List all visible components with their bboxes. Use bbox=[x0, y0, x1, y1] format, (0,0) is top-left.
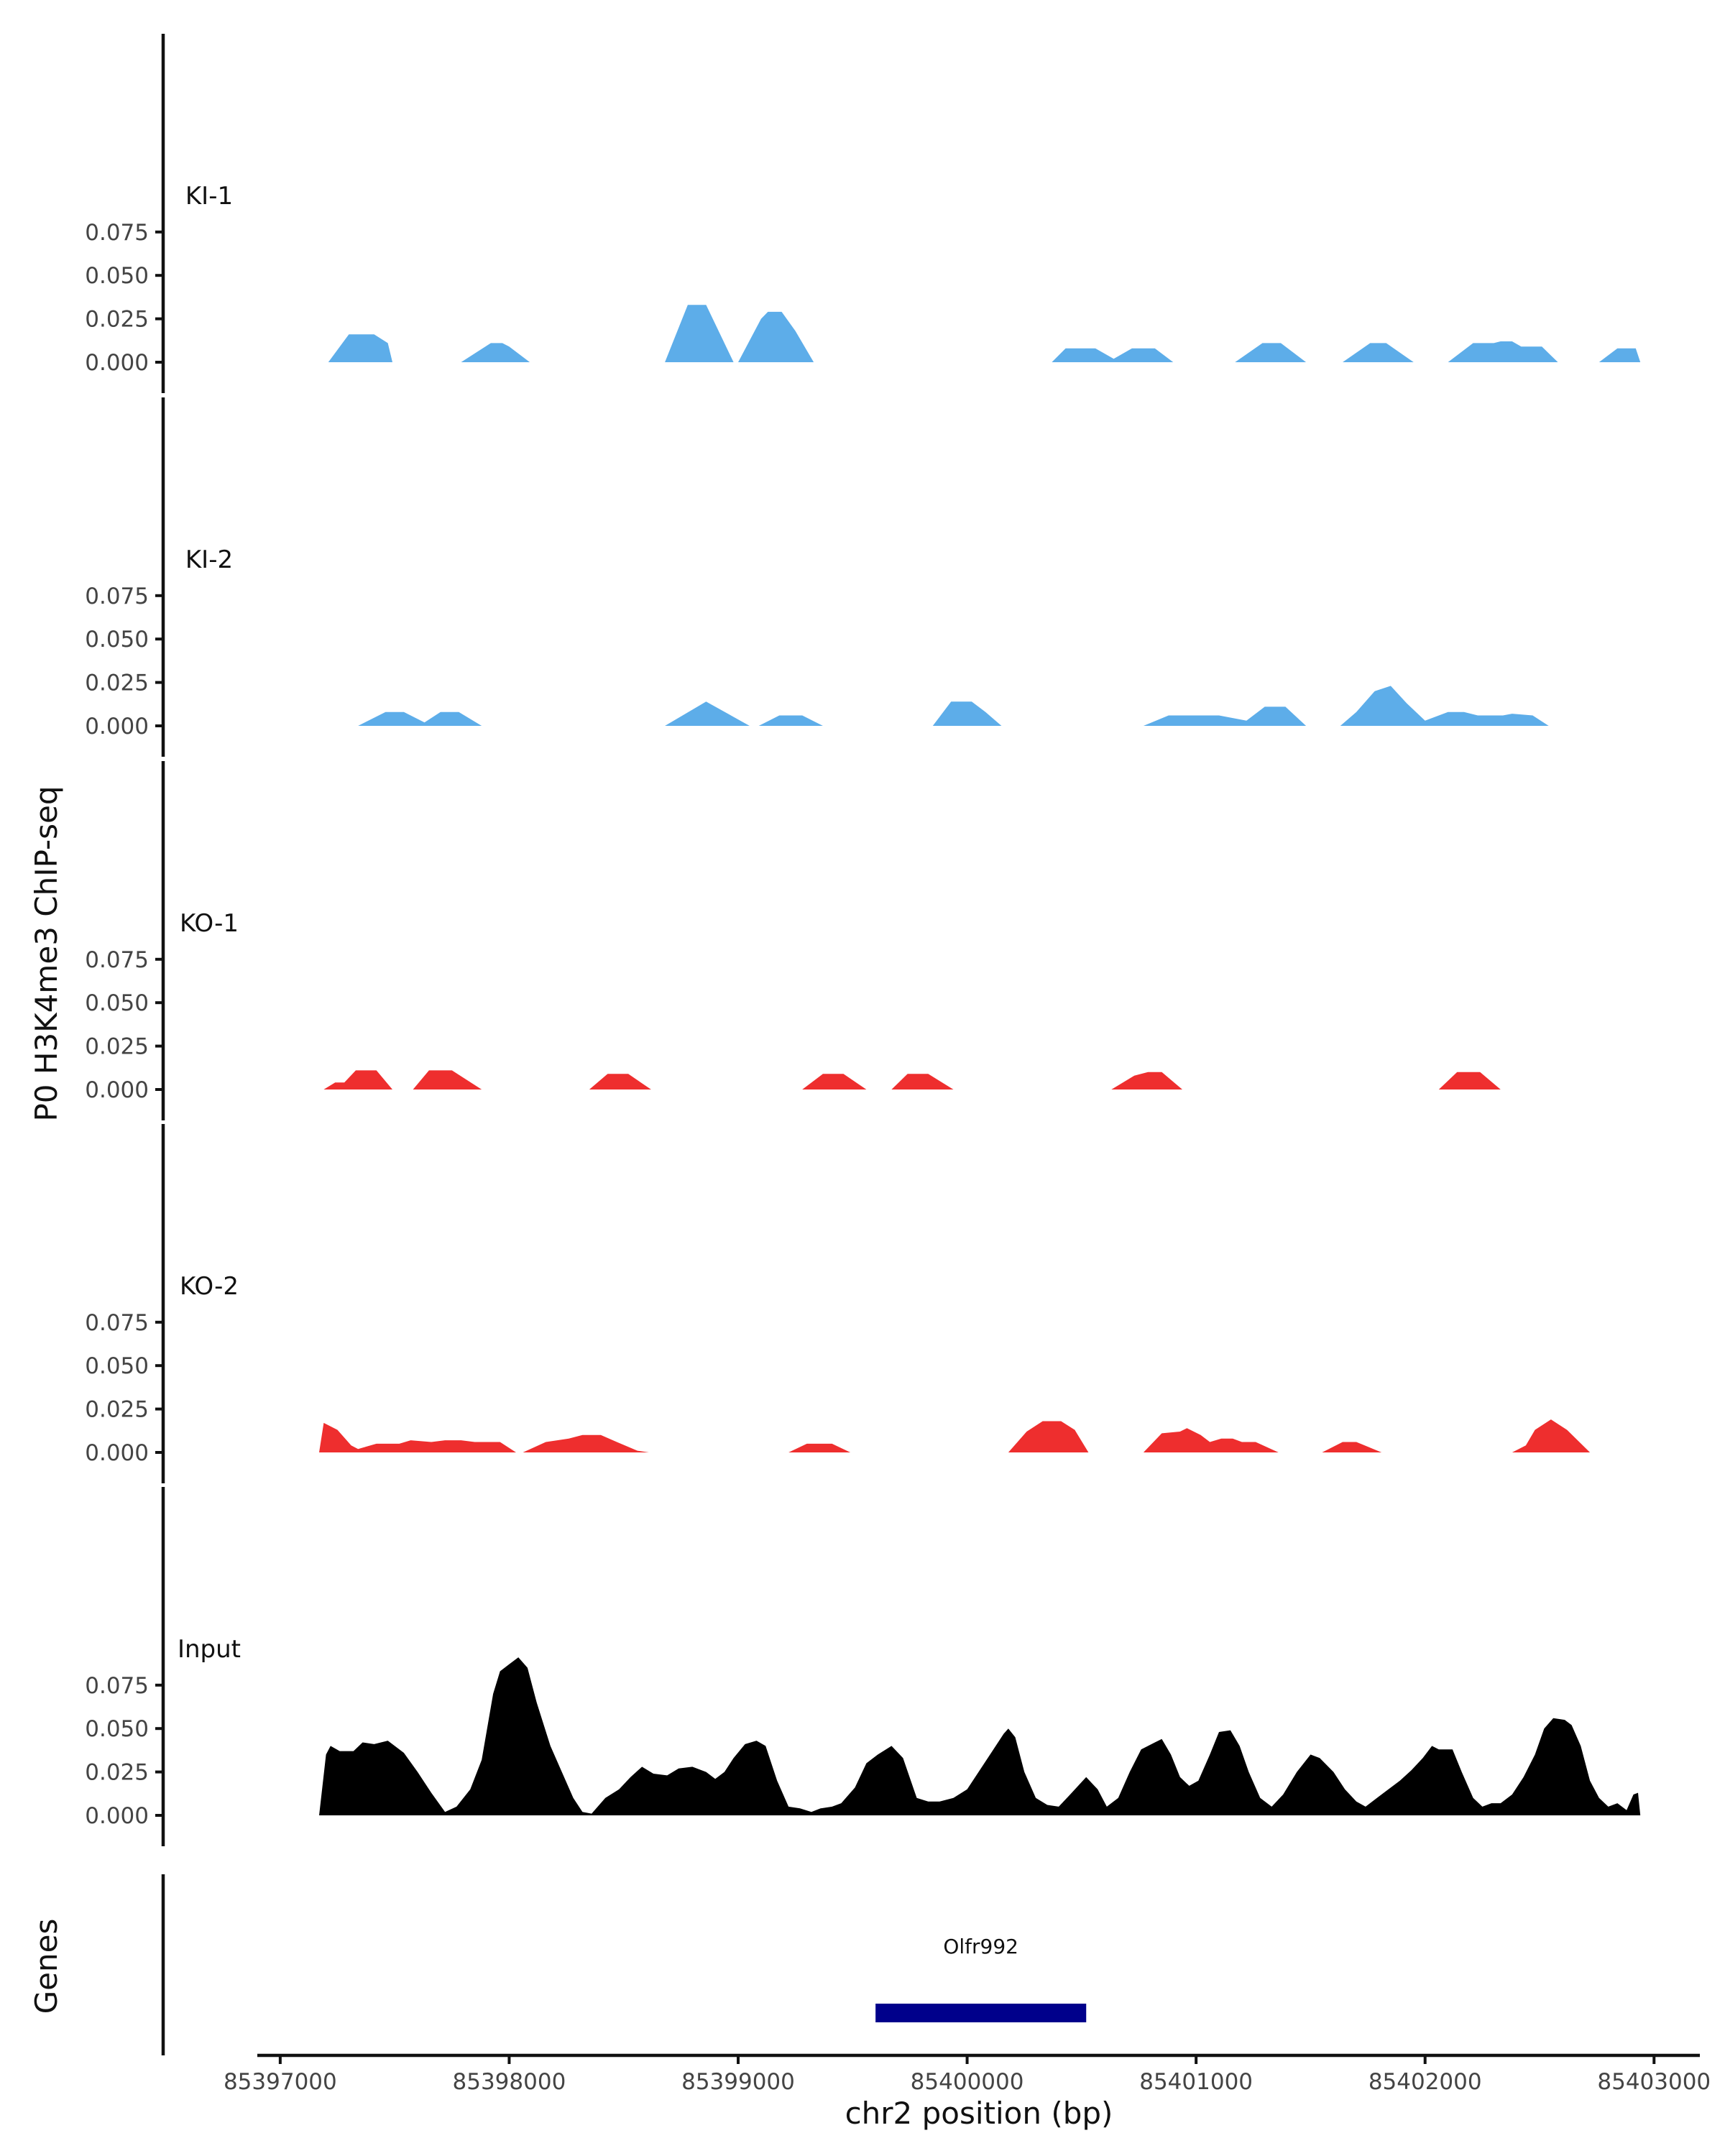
signal-peak bbox=[1008, 1421, 1089, 1452]
y-tick-label: 0.025 bbox=[85, 1397, 149, 1423]
signal-peak bbox=[1235, 343, 1307, 362]
y-tick-label: 0.075 bbox=[85, 1310, 149, 1336]
y-tick-label: 0.000 bbox=[85, 714, 149, 740]
x-tick-label: 85403000 bbox=[1597, 2069, 1711, 2095]
x-tick-label: 85402000 bbox=[1368, 2069, 1482, 2095]
signal-peak bbox=[323, 1070, 392, 1089]
track-label: Input bbox=[178, 1635, 241, 1664]
signal-peak bbox=[788, 1443, 851, 1452]
y-tick-label: 0.050 bbox=[85, 627, 149, 653]
y-tick-label: 0.050 bbox=[85, 263, 149, 289]
y-tick-label: 0.075 bbox=[85, 947, 149, 973]
y-tick-label: 0.025 bbox=[85, 307, 149, 333]
track-label: KI-2 bbox=[185, 545, 233, 574]
track-label: KO-1 bbox=[180, 909, 239, 938]
track-ki-1: 0.000 0.025 0.050 0.075 KI-1 bbox=[85, 34, 1641, 393]
y-tick-label: 0.025 bbox=[85, 1760, 149, 1786]
y-tick-label: 0.000 bbox=[85, 1440, 149, 1466]
y-tick-label: 0.050 bbox=[85, 1353, 149, 1379]
y-axis-title: P0 H3K4me3 ChIP-seq bbox=[29, 786, 64, 1121]
signal-peak bbox=[802, 1074, 867, 1089]
signal-peak bbox=[1143, 706, 1307, 726]
signal-peak bbox=[1438, 1072, 1501, 1089]
track-ko-1: 0.000 0.025 0.050 0.075 KO-1 bbox=[85, 761, 1501, 1120]
x-axis-title: chr2 position (bp) bbox=[845, 2096, 1113, 2131]
signal-peak bbox=[1340, 686, 1549, 726]
signal-peak bbox=[1512, 1419, 1591, 1452]
gene-bar-olfr992 bbox=[875, 2004, 1087, 2022]
signal-peak bbox=[665, 701, 750, 726]
signal-peak bbox=[523, 1434, 649, 1452]
y-tick-label: 0.025 bbox=[85, 1034, 149, 1060]
track-label: KI-1 bbox=[185, 182, 233, 211]
track-input: 0.000 0.025 0.050 0.075 Input bbox=[85, 1487, 1641, 1846]
signal-peak bbox=[1052, 348, 1174, 362]
x-tick-label: 85399000 bbox=[681, 2069, 795, 2095]
signal-peak bbox=[932, 701, 1002, 726]
x-tick-label: 85397000 bbox=[224, 2069, 337, 2095]
signal-peak bbox=[319, 1422, 516, 1452]
signal-peak bbox=[328, 334, 392, 362]
y-tick-label: 0.000 bbox=[85, 1803, 149, 1829]
y-tick-label: 0.050 bbox=[85, 990, 149, 1016]
signal-peak bbox=[358, 711, 482, 726]
y-tick-label: 0.075 bbox=[85, 220, 149, 246]
x-tick-label: 85400000 bbox=[911, 2069, 1024, 2095]
signal-peak bbox=[1598, 348, 1641, 362]
signal-peak bbox=[1143, 1428, 1279, 1452]
signal-peak bbox=[589, 1074, 651, 1089]
y-tick-label: 0.075 bbox=[85, 1673, 149, 1699]
signal-peak bbox=[738, 311, 814, 362]
signal-peak bbox=[758, 715, 823, 726]
signal-peak bbox=[319, 1657, 1641, 1815]
y-tick-label: 0.075 bbox=[85, 584, 149, 609]
signal-peak bbox=[1322, 1442, 1382, 1452]
signal-peak bbox=[1343, 343, 1414, 362]
signal-peak bbox=[891, 1074, 954, 1089]
x-axis: 85397000 85398000 85399000 85400000 85401000… bbox=[224, 2053, 1711, 2095]
genes-panel: Olfr992 bbox=[161, 1874, 1087, 2055]
y-tick-label: 0.050 bbox=[85, 1716, 149, 1742]
x-tick-label: 85401000 bbox=[1139, 2069, 1253, 2095]
y-tick-label: 0.000 bbox=[85, 1077, 149, 1103]
y-tick-label: 0.025 bbox=[85, 671, 149, 696]
tracks-layer: 0.0000.0250.0500.075KI-10.0000.0250.0500… bbox=[85, 34, 1641, 1846]
signal-peak bbox=[413, 1070, 482, 1089]
genes-axis-title: Genes bbox=[29, 1919, 64, 2014]
gene-label: Olfr992 bbox=[943, 1935, 1018, 1958]
track-ko-2: 0.000 0.025 0.050 0.075 KO-2 bbox=[85, 1124, 1591, 1483]
signal-peak bbox=[665, 305, 734, 362]
track-ki-2: 0.000 0.025 0.050 0.075 KI-2 bbox=[85, 397, 1549, 757]
x-tick-label: 85398000 bbox=[453, 2069, 566, 2095]
signal-peak bbox=[1448, 341, 1558, 362]
signal-peak bbox=[461, 343, 530, 362]
track-label: KO-2 bbox=[180, 1272, 239, 1301]
y-tick-label: 0.000 bbox=[85, 350, 149, 376]
signal-peak bbox=[1111, 1072, 1182, 1089]
